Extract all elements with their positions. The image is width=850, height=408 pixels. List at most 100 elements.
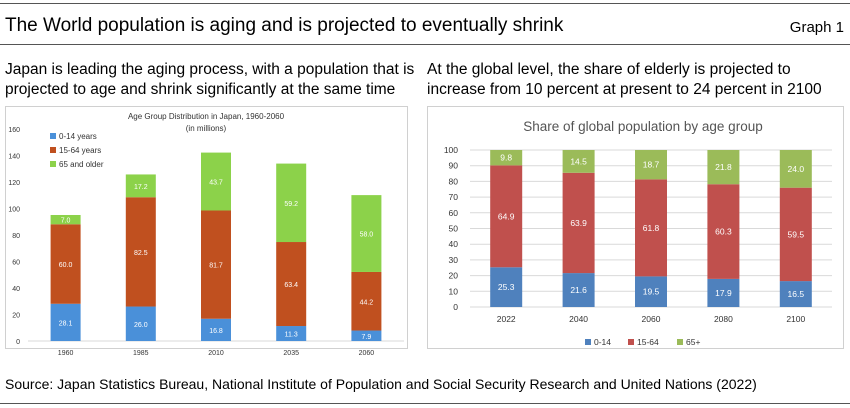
japan-age-chart-svg: Age Group Distribution in Japan, 1960-20…: [8, 112, 404, 357]
undefined-legend-label: 65 and older: [59, 160, 104, 169]
undefined-y-tick-label: 160: [8, 127, 20, 134]
undefined-data-label: 58.0: [360, 232, 374, 239]
undefined-y-tick-label: 90: [449, 161, 459, 171]
undefined-bar-0-14: [490, 267, 523, 307]
undefined-y-tick-label: 20: [449, 271, 459, 281]
undefined-legend-swatch: [50, 161, 56, 167]
undefined-data-label: 18.7: [643, 160, 660, 170]
top-rule: [0, 3, 850, 4]
undefined-data-label: 60.0: [59, 262, 73, 269]
undefined-legend-label: 15-64: [637, 337, 659, 347]
undefined-bar-0-14: [707, 278, 740, 307]
undefined-bar-0-14-years: [50, 303, 81, 341]
undefined-legend-label: 0-14 years: [59, 132, 97, 141]
bottom-rule: [0, 403, 850, 404]
global-share-chart-svg: Share of global population by age group 0…: [444, 119, 832, 347]
undefined-legend-swatch: [50, 147, 56, 153]
undefined-data-label: 14.5: [570, 156, 587, 166]
undefined-bar-15-64: [779, 187, 812, 282]
undefined-bar-65-and-older: [201, 152, 231, 211]
undefined-y-tick-label: 0: [16, 339, 20, 346]
undefined-data-label: 82.5: [134, 250, 148, 257]
undefined-x-tick-label: 1985: [133, 350, 149, 357]
undefined-y-tick-label: 30: [449, 255, 459, 265]
undefined-data-label: 64.9: [498, 211, 515, 221]
undefined-x-tick-label: 2080: [714, 314, 733, 324]
undefined-data-label: 16.5: [788, 289, 805, 299]
undefined-data-label: 21.6: [570, 285, 587, 295]
undefined-data-label: 24.0: [788, 164, 805, 174]
undefined-bar-65-and-older: [276, 163, 307, 243]
undefined-y-tick-label: 40: [449, 239, 459, 249]
undefined-y-tick-label: 80: [449, 176, 459, 186]
undefined-data-label: 59.2: [284, 201, 298, 208]
undefined-legend-label: 65+: [686, 337, 700, 347]
undefined-data-label: 60.3: [715, 227, 732, 237]
undefined-bar-0-14: [779, 281, 812, 307]
undefined-y-tick-label: 20: [12, 313, 20, 320]
undefined-legend-swatch: [50, 133, 56, 139]
undefined-data-label: 17.9: [715, 288, 732, 298]
japan-age-chart: Age Group Distribution in Japan, 1960-20…: [5, 106, 408, 357]
global-share-chart: Share of global population by age group 0…: [427, 106, 844, 349]
undefined-bar-0-14: [562, 273, 595, 307]
undefined-bar-15-64-years: [351, 271, 382, 331]
undefined-y-tick-label: 100: [8, 207, 20, 214]
undefined-y-tick-label: 40: [12, 286, 20, 293]
undefined-legend-swatch: [677, 339, 683, 345]
undefined-x-tick-label: 2035: [283, 350, 299, 357]
undefined-data-label: 19.5: [643, 287, 660, 297]
undefined-data-label: 7.0: [61, 218, 71, 225]
undefined-data-label: 9.8: [500, 153, 512, 163]
graph-label: Graph 1: [789, 19, 844, 36]
undefined-y-tick-label: 80: [12, 233, 20, 240]
undefined-bar-15-64: [562, 172, 595, 274]
undefined-data-label: 21.8: [715, 162, 732, 172]
undefined-bar-15-64: [490, 165, 523, 268]
undefined-data-label: 25.3: [498, 282, 515, 292]
undefined-legend-swatch: [585, 339, 591, 345]
undefined-y-tick-label: 10: [449, 286, 459, 296]
undefined-x-tick-label: 2010: [208, 350, 224, 357]
undefined-legend-swatch: [628, 339, 634, 345]
undefined-legend-label: 15-64 years: [59, 146, 101, 155]
undefined-data-label: 81.7: [209, 263, 223, 270]
undefined-bar-15-64-years: [201, 210, 231, 319]
undefined-data-label: 61.8: [643, 223, 660, 233]
undefined-data-label: 16.8: [209, 328, 223, 335]
undefined-data-label: 28.1: [59, 320, 73, 327]
undefined-bar-15-64-years: [276, 242, 307, 327]
undefined-y-tick-label: 120: [8, 180, 20, 187]
undefined-bar-65-and-older: [125, 174, 156, 198]
undefined-bar-0-14-years: [125, 306, 156, 341]
undefined-y-tick-label: 60: [12, 260, 20, 267]
undefined-chart-subtitle: (in millions): [186, 124, 227, 133]
undefined-data-label: 43.7: [209, 180, 223, 187]
undefined-x-tick-label: 2060: [642, 314, 661, 324]
undefined-x-tick-label: 1960: [58, 350, 74, 357]
undefined-bar-65-: [707, 150, 740, 185]
undefined-y-tick-label: 50: [449, 224, 459, 234]
undefined-data-label: 11.3: [285, 332, 298, 339]
undefined-chart-title: Age Group Distribution in Japan, 1960-20…: [128, 112, 285, 121]
undefined-bar-65-: [779, 150, 812, 188]
undefined-bar-15-64-years: [125, 197, 156, 307]
undefined-bar-15-64: [635, 179, 667, 277]
undefined-y-tick-label: 0: [453, 302, 458, 312]
header-rule: [0, 44, 850, 45]
undefined-data-label: 44.2: [360, 299, 374, 306]
undefined-x-tick-label: 2100: [786, 314, 805, 324]
undefined-data-label: 63.4: [284, 282, 298, 289]
undefined-bar-0-14-years: [201, 318, 231, 341]
undefined-y-tick-label: 100: [444, 145, 458, 155]
page-title: The World population is aging and is pro…: [5, 15, 564, 36]
undefined-x-tick-label: 2060: [359, 350, 375, 357]
undefined-bar-65-and-older: [351, 195, 382, 272]
undefined-y-tick-label: 60: [449, 208, 459, 218]
undefined-y-tick-label: 140: [8, 154, 20, 161]
undefined-x-tick-label: 2040: [569, 314, 588, 324]
undefined-bar-65-: [635, 150, 667, 180]
undefined-data-label: 7.9: [362, 334, 372, 341]
undefined-bar-0-14-years: [276, 326, 307, 341]
left-panel-text: Japan is leading the aging process, with…: [5, 61, 415, 98]
